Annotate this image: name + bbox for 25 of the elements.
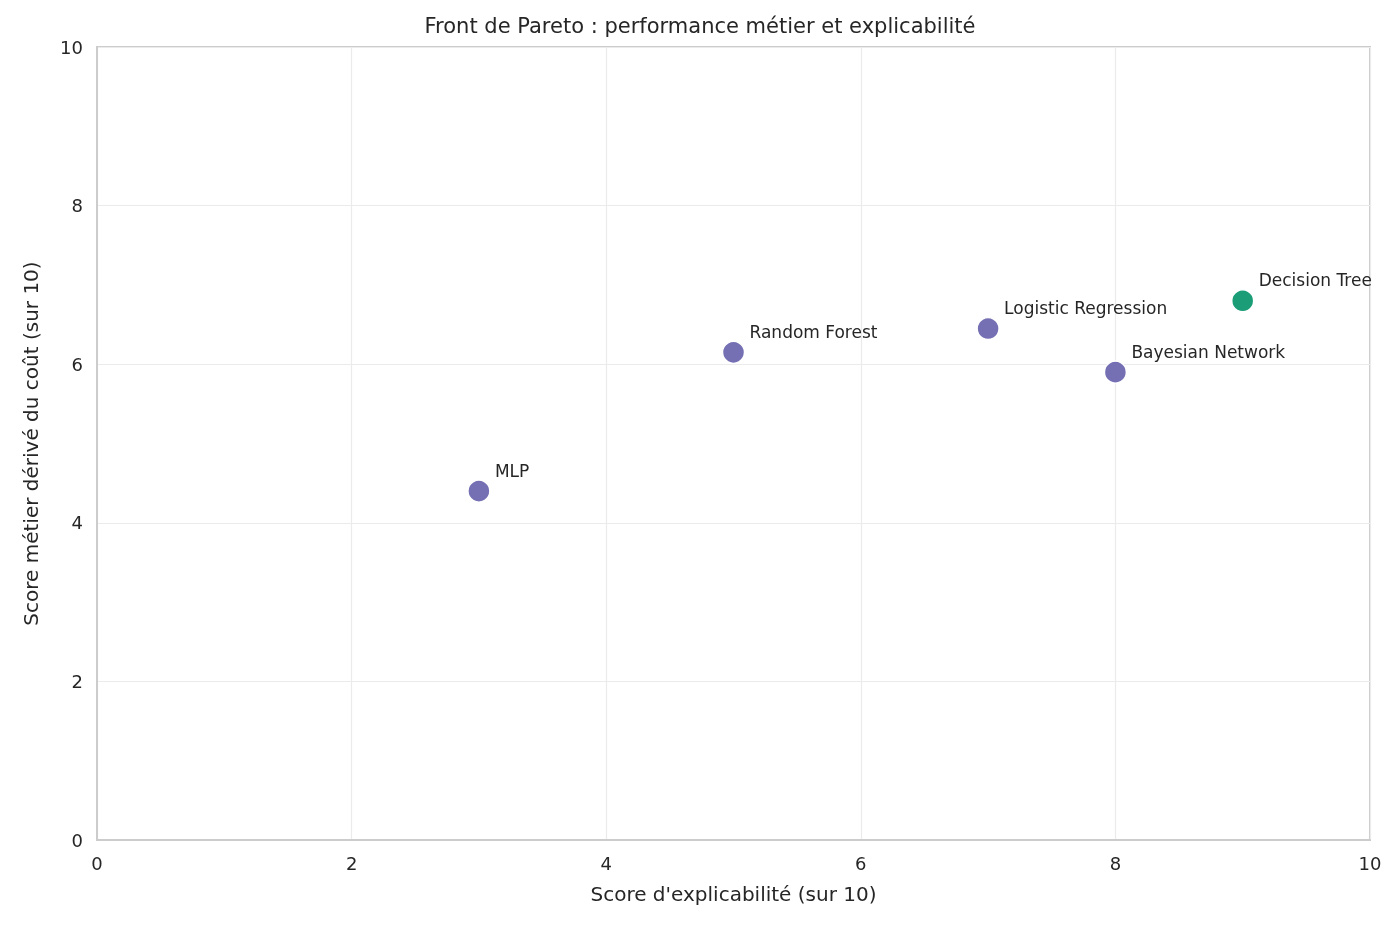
y-tick-label: 6 <box>71 353 83 375</box>
annotation: Logistic Regression <box>1004 298 1168 319</box>
y-tick-label: 8 <box>71 195 83 217</box>
annotation: Decision Tree <box>1258 270 1372 291</box>
x-tick-label: 0 <box>91 852 103 874</box>
y-axis-title: Score métier dérivé du coût (sur 10) <box>19 261 43 626</box>
annotation: Random Forest <box>749 321 878 342</box>
x-axis-title: Score d'explicabilité (sur 10) <box>590 882 877 906</box>
annotation: Bayesian Network <box>1131 341 1286 362</box>
y-tick-label: 4 <box>71 512 83 534</box>
annotation: MLP <box>494 460 530 481</box>
y-tick-label: 2 <box>71 670 83 692</box>
x-tick-label: 4 <box>600 852 612 874</box>
y-tick-label: 10 <box>60 36 83 58</box>
point <box>1230 289 1255 313</box>
x-tick-label: 2 <box>345 852 358 874</box>
point <box>721 340 746 365</box>
x-tick-label: 8 <box>1109 852 1122 874</box>
point <box>467 479 491 503</box>
x-tick-label: 10 <box>1358 852 1382 874</box>
x-tick-label: 6 <box>855 852 867 874</box>
point <box>1103 360 1128 384</box>
chart-title: Front de Pareto : performance métier et explicabilité <box>424 13 976 38</box>
y-tick-label: 0 <box>71 829 83 851</box>
point <box>976 316 1000 341</box>
